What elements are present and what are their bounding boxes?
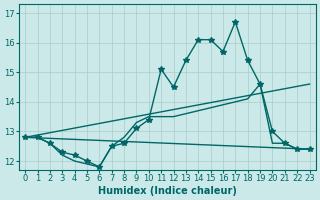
X-axis label: Humidex (Indice chaleur): Humidex (Indice chaleur) bbox=[98, 186, 237, 196]
